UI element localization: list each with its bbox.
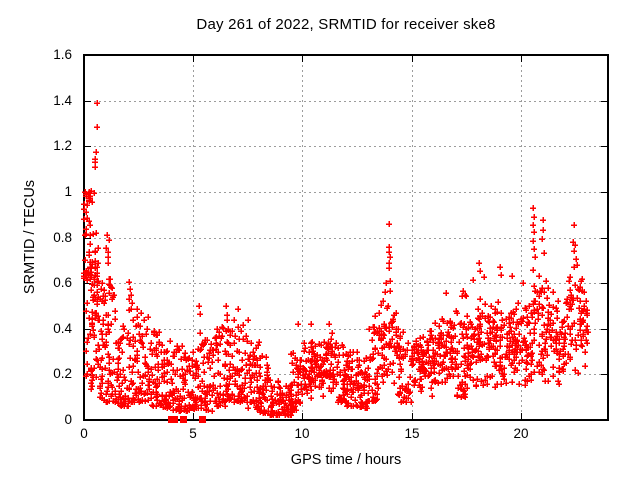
y-tick-label: 0.4 xyxy=(53,321,72,336)
chart-title: Day 261 of 2022, SRMTID for receiver ske… xyxy=(196,16,496,33)
x-tick-label: 20 xyxy=(513,426,529,441)
y-tick-label: 1.4 xyxy=(53,93,72,108)
y-tick-label: 1.6 xyxy=(53,47,72,62)
x-tick-label: 10 xyxy=(294,426,310,441)
zero-square-marker xyxy=(199,416,206,423)
y-tick-label: 0.2 xyxy=(53,366,72,381)
y-tick-label: 1.2 xyxy=(53,138,72,153)
y-tick-label: 0.8 xyxy=(53,230,72,245)
x-tick-label: 15 xyxy=(404,426,420,441)
y-tick-label: 1 xyxy=(64,184,72,199)
y-tick-label: 0 xyxy=(64,412,72,427)
zero-square-marker xyxy=(180,416,187,423)
zero-square-marker xyxy=(171,416,178,423)
y-tick-label: 0.6 xyxy=(53,275,72,290)
x-tick-label: 0 xyxy=(80,426,88,441)
x-axis-label: GPS time / hours xyxy=(290,452,402,468)
plot-frame xyxy=(83,54,609,421)
x-tick-label: 5 xyxy=(189,426,197,441)
scatter-points xyxy=(81,100,591,418)
